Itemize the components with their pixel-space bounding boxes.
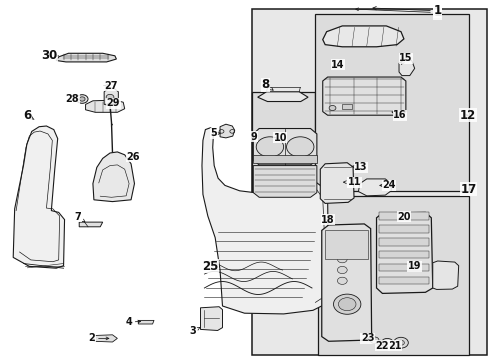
- Text: 11: 11: [343, 177, 361, 187]
- Text: 20: 20: [396, 212, 410, 222]
- Polygon shape: [220, 124, 234, 138]
- Bar: [315, 14, 468, 191]
- Circle shape: [337, 266, 346, 274]
- Polygon shape: [200, 307, 222, 330]
- Bar: [378, 277, 428, 284]
- Bar: [317, 196, 468, 355]
- Text: 16: 16: [391, 110, 406, 120]
- Text: 26: 26: [126, 152, 140, 162]
- Text: 22: 22: [375, 341, 388, 351]
- Circle shape: [256, 137, 283, 157]
- Circle shape: [106, 94, 114, 100]
- Text: 28: 28: [65, 94, 80, 104]
- Bar: [378, 264, 428, 271]
- Circle shape: [328, 105, 335, 111]
- Polygon shape: [358, 179, 390, 196]
- Circle shape: [76, 95, 88, 103]
- Polygon shape: [257, 92, 307, 102]
- Text: 29: 29: [106, 98, 120, 108]
- Text: 21: 21: [387, 341, 401, 351]
- Polygon shape: [94, 335, 117, 342]
- Text: 25: 25: [202, 260, 218, 273]
- Text: 13: 13: [351, 162, 367, 172]
- Polygon shape: [253, 155, 316, 163]
- Bar: [251, 9, 486, 355]
- Bar: [378, 225, 428, 233]
- Text: 1: 1: [355, 6, 441, 19]
- Polygon shape: [376, 212, 432, 293]
- Polygon shape: [79, 222, 102, 227]
- Text: 15: 15: [398, 53, 412, 64]
- Polygon shape: [322, 26, 403, 47]
- Text: 14: 14: [330, 60, 344, 70]
- Polygon shape: [432, 261, 458, 289]
- Polygon shape: [398, 59, 414, 76]
- Text: 10: 10: [273, 133, 286, 143]
- Circle shape: [338, 298, 355, 311]
- Text: 7: 7: [75, 212, 85, 222]
- Polygon shape: [322, 77, 405, 115]
- Circle shape: [333, 294, 360, 314]
- Polygon shape: [253, 129, 316, 165]
- Text: 6: 6: [23, 109, 34, 122]
- Text: 3: 3: [189, 326, 200, 336]
- Circle shape: [79, 97, 85, 101]
- Text: 24: 24: [379, 180, 395, 190]
- Polygon shape: [202, 128, 328, 314]
- Text: 18: 18: [321, 215, 334, 225]
- Polygon shape: [321, 224, 371, 341]
- Circle shape: [369, 337, 378, 343]
- Text: 9: 9: [250, 132, 257, 142]
- Polygon shape: [320, 163, 353, 203]
- Text: 19: 19: [407, 261, 421, 271]
- Polygon shape: [56, 53, 116, 62]
- Text: 17: 17: [460, 183, 476, 195]
- Circle shape: [337, 234, 346, 241]
- Circle shape: [376, 340, 383, 345]
- Text: 30: 30: [41, 49, 58, 62]
- Polygon shape: [93, 152, 134, 202]
- Text: 5: 5: [210, 128, 220, 138]
- Text: 23: 23: [360, 333, 374, 343]
- Polygon shape: [104, 88, 118, 104]
- Bar: [378, 212, 428, 220]
- Circle shape: [286, 137, 313, 157]
- Circle shape: [337, 245, 346, 252]
- Polygon shape: [253, 166, 316, 197]
- Text: 1: 1: [372, 4, 441, 17]
- Circle shape: [393, 337, 407, 348]
- Polygon shape: [13, 126, 64, 268]
- Polygon shape: [342, 104, 351, 109]
- Circle shape: [337, 277, 346, 284]
- Bar: [378, 251, 428, 258]
- Circle shape: [337, 256, 346, 263]
- Text: 2: 2: [88, 333, 109, 343]
- Bar: [251, 92, 315, 259]
- Bar: [324, 230, 367, 259]
- Text: 4: 4: [125, 317, 141, 327]
- Text: 12: 12: [459, 109, 475, 122]
- Polygon shape: [85, 100, 124, 112]
- Polygon shape: [138, 320, 154, 324]
- Circle shape: [381, 338, 392, 347]
- Bar: [378, 238, 428, 246]
- Text: 27: 27: [104, 81, 118, 91]
- Circle shape: [397, 340, 404, 345]
- Text: 8: 8: [261, 78, 273, 91]
